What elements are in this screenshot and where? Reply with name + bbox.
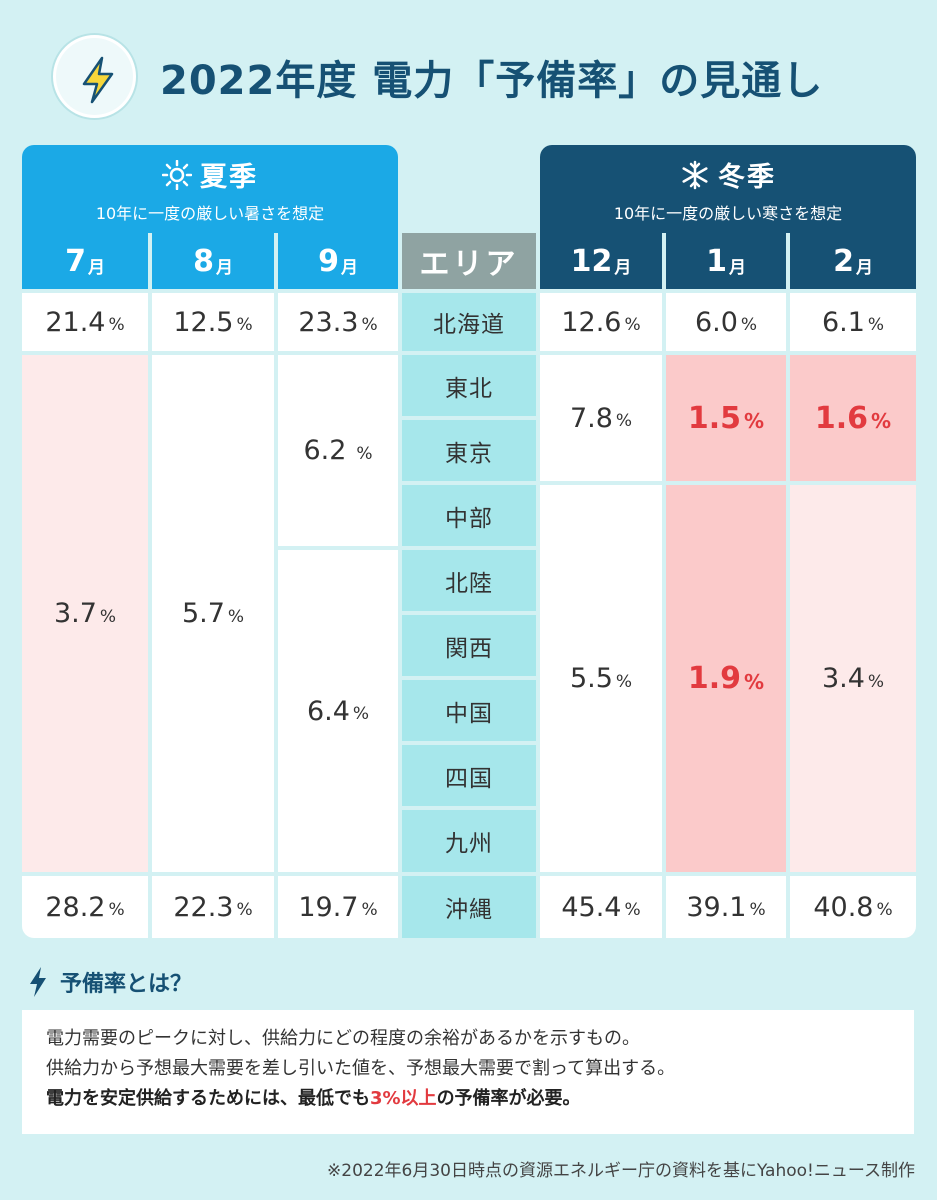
area-okinawa: 沖縄	[402, 876, 536, 938]
logo-badge	[53, 35, 136, 118]
cell-aug-hokkaido: 12.5%	[152, 293, 274, 351]
cell-aug-mainland: 5.7%	[152, 355, 274, 872]
summer-title: 夏季	[200, 162, 258, 193]
cell-jul-mainland: 3.7%	[22, 355, 148, 872]
area-kansai: 関西	[402, 615, 536, 676]
page-title: 2022年度 電力「予備率」の見通し	[160, 58, 824, 104]
summer-header: 夏季 10年に一度の厳しい暑さを想定	[22, 145, 398, 233]
cell-feb-hokkaido: 6.1%	[790, 293, 916, 351]
cell-aug-okinawa: 22.3%	[152, 876, 274, 938]
lightning-bolt-icon	[30, 967, 46, 997]
cell-sep-okinawa: 19.7%	[278, 876, 398, 938]
cell-dec-east: 7.8%	[540, 355, 662, 481]
cell-feb-east: 1.6%	[790, 355, 916, 481]
cell-dec-okinawa: 45.4%	[540, 876, 662, 938]
definition-line-1: 電力需要のピークに対し、供給力にどの程度の余裕があるかを示すもの。	[46, 1028, 640, 1049]
cell-jan-okinawa: 39.1%	[666, 876, 786, 938]
cell-jan-hokkaido: 6.0%	[666, 293, 786, 351]
summer-subtitle: 10年に一度の厳しい暑さを想定	[95, 204, 325, 223]
cell-feb-west: 3.4%	[790, 485, 916, 872]
cell-sep-west: 6.4%	[278, 550, 398, 872]
winter-title: 冬季	[718, 162, 776, 193]
winter-header: 冬季 10年に一度の厳しい寒さを想定	[540, 145, 916, 233]
definition-title: 予備率とは？	[60, 972, 193, 997]
cell-jul-hokkaido: 21.4%	[22, 293, 148, 351]
source-footnote: ※2022年6月30日時点の資源エネルギー庁の資料を基にYahoo!ニュース制作	[327, 1161, 915, 1181]
definition-line-3: 電力を安定供給するためには、最低でも3%以上の予備率が必要。	[46, 1088, 581, 1109]
area-tokyo: 東京	[402, 420, 536, 481]
area-chubu: 中部	[402, 485, 536, 546]
cell-dec-west: 5.5%	[540, 485, 662, 872]
cell-sep-east: 6.2%	[278, 355, 398, 546]
definition-heading: 予備率とは？	[28, 966, 192, 998]
area-kyushu: 九州	[402, 810, 536, 872]
sun-icon	[162, 159, 192, 190]
cell-feb-okinawa: 40.8%	[790, 876, 916, 938]
area-hokkaido: 北海道	[402, 293, 536, 351]
lightning-bolt-icon	[82, 56, 114, 104]
snowflake-icon	[682, 160, 708, 189]
winter-subtitle: 10年に一度の厳しい寒さを想定	[613, 204, 843, 223]
area-shikoku: 四国	[402, 745, 536, 806]
month-header-dec: 12 月	[540, 233, 662, 289]
cell-jan-east: 1.5%	[666, 355, 786, 481]
definition-line-2: 供給力から予想最大需要を差し引いた値を、予想最大需要で割って算出する。	[46, 1058, 676, 1079]
cell-jul-okinawa: 28.2%	[22, 876, 148, 938]
area-hokuriku: 北陸	[402, 550, 536, 611]
area-chugoku: 中国	[402, 680, 536, 741]
cell-sep-hokkaido: 23.3%	[278, 293, 398, 351]
definition-box: 電力需要のピークに対し、供給力にどの程度の余裕があるかを示すもの。 供給力から予…	[22, 1010, 914, 1134]
cell-dec-hokkaido: 12.6%	[540, 293, 662, 351]
cell-jan-west: 1.9%	[666, 485, 786, 872]
area-header: エリア	[402, 233, 536, 289]
minimum-threshold: 3%以上	[370, 1088, 437, 1109]
area-tohoku: 東北	[402, 355, 536, 416]
